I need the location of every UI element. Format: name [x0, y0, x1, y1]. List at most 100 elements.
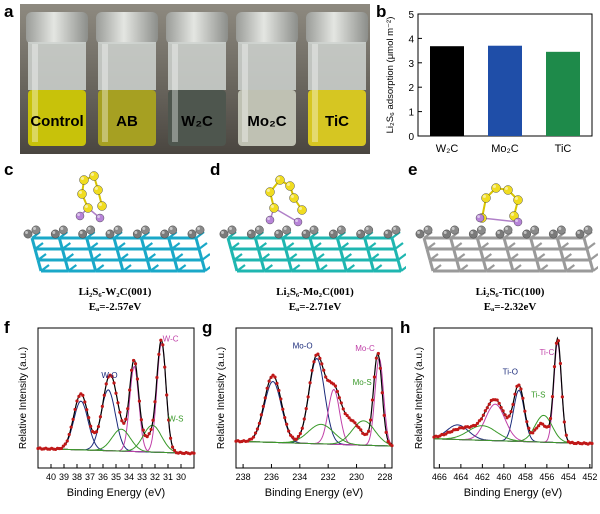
carbon-atom	[356, 229, 366, 239]
sulfur-atom-shine	[80, 176, 84, 180]
data-point	[126, 407, 130, 411]
vial-liquid	[308, 90, 366, 146]
carbon-atom-shine	[248, 231, 252, 234]
data-point	[100, 404, 104, 408]
data-point	[167, 418, 171, 422]
bond	[119, 253, 129, 261]
bond	[366, 248, 373, 261]
x-tick-label: 232	[321, 472, 336, 482]
data-point	[365, 432, 369, 436]
bond	[589, 253, 598, 261]
data-point	[546, 424, 551, 429]
xps-chart-w4f: 40 39 38 37 36 35 34 33 32 31 30 Binding Energy (eV…	[18, 327, 196, 499]
x-tick-label: 464	[453, 472, 468, 482]
data-point	[550, 395, 555, 399]
bond	[64, 253, 74, 261]
bond	[539, 264, 549, 272]
data-point	[172, 448, 177, 452]
bond	[425, 248, 432, 261]
data-point	[535, 426, 539, 430]
vial-cap	[166, 12, 228, 44]
carbon-atom-shine	[60, 227, 64, 230]
carbon-atom	[336, 225, 346, 235]
structure-mo2c	[219, 175, 406, 273]
carbon-atom-shine	[275, 231, 279, 234]
data-point	[351, 419, 355, 423]
sulfur-atom	[89, 171, 99, 181]
bond	[57, 237, 64, 250]
carbon-atom-shine	[531, 227, 535, 230]
caption-c-energy: Eₐ=-2.57eV	[88, 301, 142, 313]
bond	[200, 259, 207, 272]
sulfur-atom	[97, 201, 107, 211]
data-point	[316, 352, 320, 356]
vial-label: Control	[30, 113, 83, 130]
carbon-atom	[442, 229, 452, 239]
data-point	[170, 445, 175, 449]
bond	[536, 253, 546, 261]
carbon-atom	[383, 229, 393, 239]
component-curve	[433, 425, 593, 445]
data-point	[368, 418, 373, 422]
sulfur-atom-shine	[270, 204, 274, 208]
carbon-atom-shine	[393, 227, 396, 230]
data-point	[511, 402, 515, 407]
carbon-atom	[254, 225, 264, 235]
component-curve	[434, 403, 593, 445]
lithium-atom-shine	[295, 219, 298, 222]
sulfur-atom-shine	[276, 176, 280, 180]
bond	[67, 264, 77, 272]
data-point	[124, 417, 128, 421]
bond	[173, 259, 180, 272]
bond	[533, 242, 543, 250]
data-point	[279, 397, 283, 401]
data-point	[137, 399, 141, 403]
bond	[63, 259, 70, 272]
bond	[582, 237, 589, 250]
data-point	[67, 432, 71, 437]
data-point	[269, 375, 273, 379]
data-point	[290, 435, 295, 439]
peak-annotation: Mo-C	[355, 344, 375, 353]
carbon-atom-shine	[523, 231, 527, 234]
sulfur-atom-shine	[266, 188, 270, 192]
bond	[36, 259, 43, 272]
sulfur-atom-shine	[482, 194, 486, 198]
data-point	[65, 439, 69, 443]
y-tick-label: 3	[408, 59, 414, 70]
carbon-atom	[364, 225, 374, 235]
bond	[456, 253, 466, 261]
data-point	[521, 396, 525, 400]
carbon-atom-shine	[229, 227, 232, 230]
envelope-curve	[37, 339, 194, 454]
bond	[145, 259, 152, 272]
lithium-atom	[95, 213, 105, 223]
sulfur-atom	[77, 189, 87, 199]
x-tick-label: 460	[496, 472, 511, 482]
data-point	[509, 409, 513, 414]
x-tick-label: 228	[377, 472, 392, 482]
data-point	[548, 416, 553, 421]
bond	[226, 237, 233, 250]
component-curve	[236, 389, 392, 447]
bond	[565, 264, 575, 272]
data-point	[63, 442, 67, 446]
carbon-atom	[450, 225, 460, 235]
bond	[479, 242, 489, 250]
bond	[532, 248, 539, 261]
data-point	[112, 381, 116, 385]
data-point	[61, 444, 65, 448]
carbon-atom-shine	[365, 227, 369, 230]
sulfur-atom-shine	[78, 190, 82, 194]
bond	[30, 237, 37, 250]
vial-liquid	[168, 90, 226, 146]
carbon-atom	[556, 225, 566, 235]
bond	[92, 253, 102, 261]
carbon-atom-shine	[25, 231, 28, 234]
carbon-atom-shine	[115, 227, 118, 230]
bond	[485, 264, 495, 272]
carbon-atom	[86, 225, 96, 235]
bond	[400, 265, 406, 272]
data-point	[483, 409, 487, 413]
bond	[529, 237, 536, 250]
